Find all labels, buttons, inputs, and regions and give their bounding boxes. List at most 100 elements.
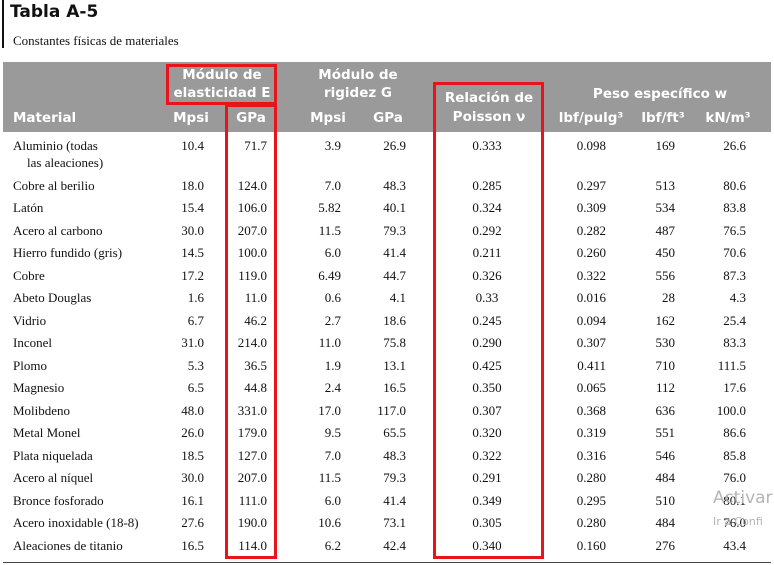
cell-w-kn: 85.8 [723, 448, 746, 463]
table-row: Plata niquelada 18.5 127.0 7.0 48.3 0.322 0.31… [0, 448, 774, 470]
cell-material: Bronce fosforado [13, 493, 104, 508]
cell-w-ft3: 28 [662, 290, 675, 305]
header-lbf-ft3: lbf/ft³ [641, 110, 685, 126]
cell-poisson: 0.349 [472, 493, 502, 508]
table-row: Cobre 17.2 119.0 6.49 44.7 0.326 0.322 556 87.3 [0, 268, 774, 290]
cell-w-in3: 0.309 [576, 200, 606, 215]
cell-g-mpsi: 6.49 [318, 268, 341, 283]
cell-e-mpsi: 10.4 [181, 138, 204, 153]
cell-poisson: 0.211 [472, 245, 502, 260]
cell-e-mpsi: 31.0 [181, 335, 204, 350]
cell-g-gpa: 73.1 [383, 515, 406, 530]
cell-poisson: 0.322 [472, 448, 502, 463]
cell-w-kn: 80.1 [723, 493, 746, 508]
cell-poisson: 0.350 [472, 380, 502, 395]
cell-g-gpa: 79.3 [383, 223, 406, 238]
cell-e-gpa: 214.0 [237, 335, 267, 350]
cell-poisson: 0.292 [472, 223, 502, 238]
watermark-activate: Activar [713, 488, 773, 508]
cell-g-mpsi: 7.0 [324, 448, 341, 463]
cell-poisson: 0.290 [472, 335, 502, 350]
cell-material: Acero inoxidable (18-8) [13, 515, 139, 530]
table-title: Tabla A-5 [10, 2, 99, 22]
highlight-box-gpa-column [225, 104, 277, 559]
header-material: Material [13, 110, 77, 126]
cell-w-ft3: 556 [655, 268, 676, 283]
cell-w-in3: 0.307 [576, 335, 606, 350]
table-row: Molibdeno 48.0 331.0 17.0 117.0 0.307 0.368 636… [0, 403, 774, 425]
cell-poisson: 0.245 [472, 313, 502, 328]
cell-e-gpa: 114.0 [238, 538, 267, 553]
cell-material: Cobre al berilio [13, 178, 95, 193]
cell-w-ft3: 530 [655, 335, 676, 350]
cell-w-in3: 0.282 [576, 223, 606, 238]
watermark-settings: Ir a Confi [713, 515, 763, 528]
cell-w-ft3: 276 [655, 538, 676, 553]
header-e-gpa: GPa [236, 110, 266, 126]
cell-w-kn: 26.6 [723, 138, 746, 153]
cell-e-gpa: 36.5 [244, 358, 267, 373]
cell-g-gpa: 117.0 [377, 403, 406, 418]
cell-w-in3: 0.319 [576, 425, 606, 440]
cell-material: Plomo [13, 358, 47, 373]
cell-material: Plata niquelada [13, 448, 93, 463]
cell-poisson: 0.340 [472, 538, 502, 553]
header-g-line1: Módulo de [318, 67, 398, 83]
cell-w-kn: 70.6 [723, 245, 746, 260]
cell-g-mpsi: 11.0 [318, 335, 341, 350]
cell-e-gpa: 124.0 [237, 178, 267, 193]
cell-w-in3: 0.016 [576, 290, 606, 305]
cell-g-gpa: 44.7 [383, 268, 406, 283]
cell-g-mpsi: 2.7 [324, 313, 341, 328]
cell-w-kn: 100.0 [716, 403, 746, 418]
cell-w-ft3: 534 [655, 200, 676, 215]
table-row: Acero inoxidable (18-8) 27.6 190.0 10.6 73.1… [0, 515, 774, 537]
cell-e-mpsi: 30.0 [181, 223, 204, 238]
cell-w-ft3: 162 [655, 313, 676, 328]
header-e-line2-text: elasticidad E [173, 85, 271, 101]
cell-w-in3: 0.094 [576, 313, 606, 328]
cell-w-in3: 0.280 [576, 470, 606, 485]
cell-e-mpsi: 18.5 [181, 448, 204, 463]
header-poisson-line1: Relación de [444, 90, 534, 106]
cell-g-mpsi: 3.9 [324, 138, 341, 153]
cell-g-mpsi: 11.5 [318, 470, 341, 485]
cell-w-ft3: 513 [655, 178, 676, 193]
cell-e-gpa: 207.0 [237, 470, 267, 485]
cell-g-mpsi: 5.82 [318, 200, 341, 215]
cell-w-kn: 43.4 [723, 538, 746, 553]
cell-e-gpa: 100.0 [237, 245, 267, 260]
cell-g-gpa: 42.4 [383, 538, 406, 553]
cell-w-in3: 0.160 [576, 538, 606, 553]
cell-w-ft3: 710 [655, 358, 676, 373]
header-g-gpa: GPa [373, 110, 403, 126]
cell-w-kn: 83.8 [723, 200, 746, 215]
cell-w-in3: 0.295 [576, 493, 606, 508]
cell-material: Molibdeno [13, 403, 71, 418]
table-row: Plomo 5.3 36.5 1.9 13.1 0.425 0.411 710 111.5 [0, 358, 774, 380]
cell-w-ft3: 169 [655, 138, 676, 153]
table-bottom-rule [3, 562, 771, 563]
cell-w-kn: 25.4 [723, 313, 746, 328]
cell-material: Inconel [13, 335, 52, 350]
header-e-line1: Módulo de [182, 67, 262, 83]
table-row: Inconel 31.0 214.0 11.0 75.8 0.290 0.307 530 83.… [0, 335, 774, 357]
cell-g-mpsi: 9.5 [324, 425, 341, 440]
cell-e-gpa: 331.0 [237, 403, 267, 418]
cell-w-ft3: 551 [655, 425, 676, 440]
cell-e-gpa: 127.0 [237, 448, 267, 463]
cell-w-in3: 0.065 [576, 380, 606, 395]
cell-e-mpsi: 15.4 [181, 200, 204, 215]
cell-w-in3: 0.280 [576, 515, 606, 530]
cell-e-gpa: 106.0 [237, 200, 267, 215]
cell-w-kn: 83.3 [723, 335, 746, 350]
cell-w-in3: 0.297 [576, 178, 606, 193]
highlight-box-modulus-header [166, 64, 277, 105]
cell-poisson: 0.324 [472, 200, 502, 215]
cell-g-gpa: 75.8 [383, 335, 406, 350]
header-e-line2: elasticidad E [166, 84, 278, 102]
table-row: Acero al níquel 30.0 207.0 11.5 79.3 0.291 0.2… [0, 470, 774, 492]
highlight-box-poisson-column [433, 82, 544, 559]
cell-e-mpsi: 26.0 [181, 425, 204, 440]
cell-w-kn: 80.6 [723, 178, 746, 193]
